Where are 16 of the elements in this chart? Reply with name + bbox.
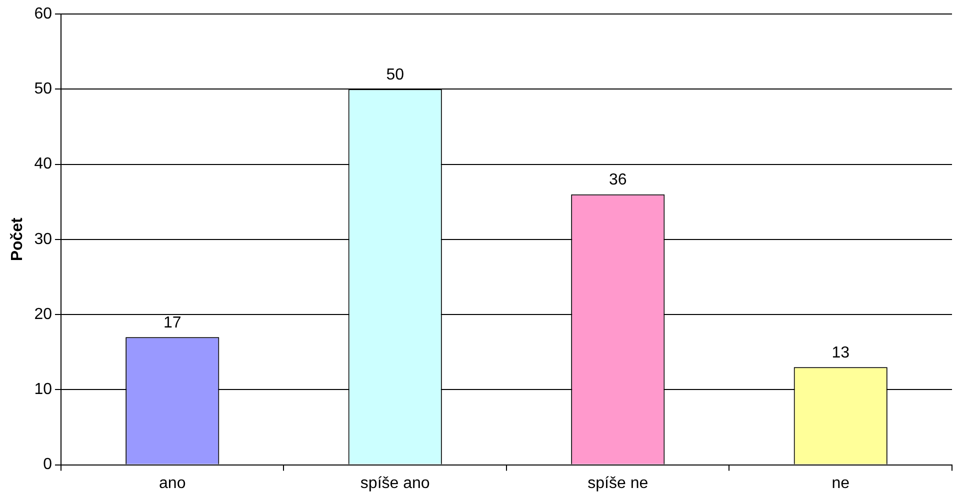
- y-tick-label: 60: [34, 5, 52, 22]
- x-tick-label: spíše ano: [360, 474, 430, 492]
- data-label: 17: [163, 314, 182, 332]
- y-tick-label: 50: [34, 80, 52, 98]
- x-tick-label: ne: [832, 474, 850, 492]
- data-label: 36: [608, 172, 627, 189]
- y-tick-label: 0: [43, 456, 52, 474]
- x-tick-label: ano: [159, 474, 186, 492]
- y-tick-label: 40: [34, 156, 52, 173]
- y-tick-label: 10: [34, 381, 52, 398]
- y-axis-title: Počet: [9, 216, 26, 262]
- data-label: 50: [386, 66, 404, 84]
- y-tick-label: 30: [34, 230, 52, 248]
- x-tick-label: spíše ne: [588, 474, 648, 492]
- y-tick-label: 20: [34, 306, 52, 323]
- data-label: 13: [832, 344, 850, 362]
